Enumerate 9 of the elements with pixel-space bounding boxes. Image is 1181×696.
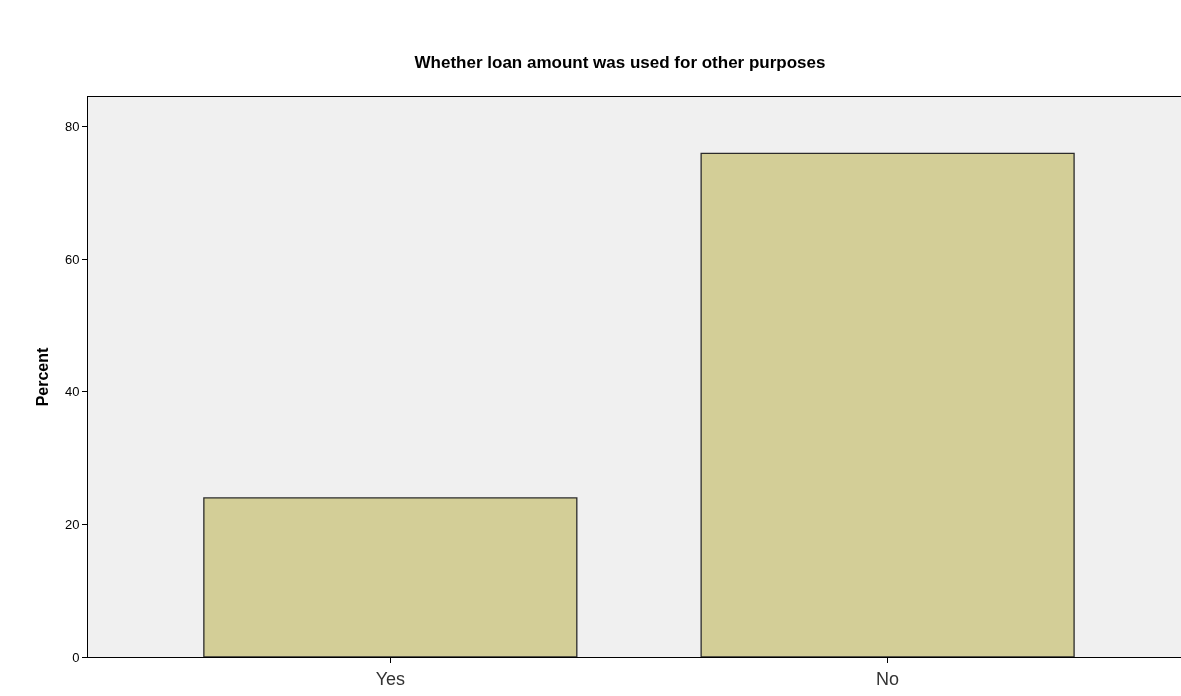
y-tick-label: 80 — [64, 119, 80, 135]
x-tick-label: Yes — [375, 668, 406, 689]
x-tick-label: No — [876, 668, 900, 689]
y-axis-title: Percent — [33, 346, 51, 407]
y-tick-label: 20 — [64, 517, 80, 533]
y-tick-label: 60 — [64, 251, 80, 267]
chart-title: Whether loan amount was used for other purposes — [414, 52, 826, 72]
y-tick-label: 40 — [64, 384, 80, 400]
y-tick-label: 0 — [72, 649, 80, 665]
